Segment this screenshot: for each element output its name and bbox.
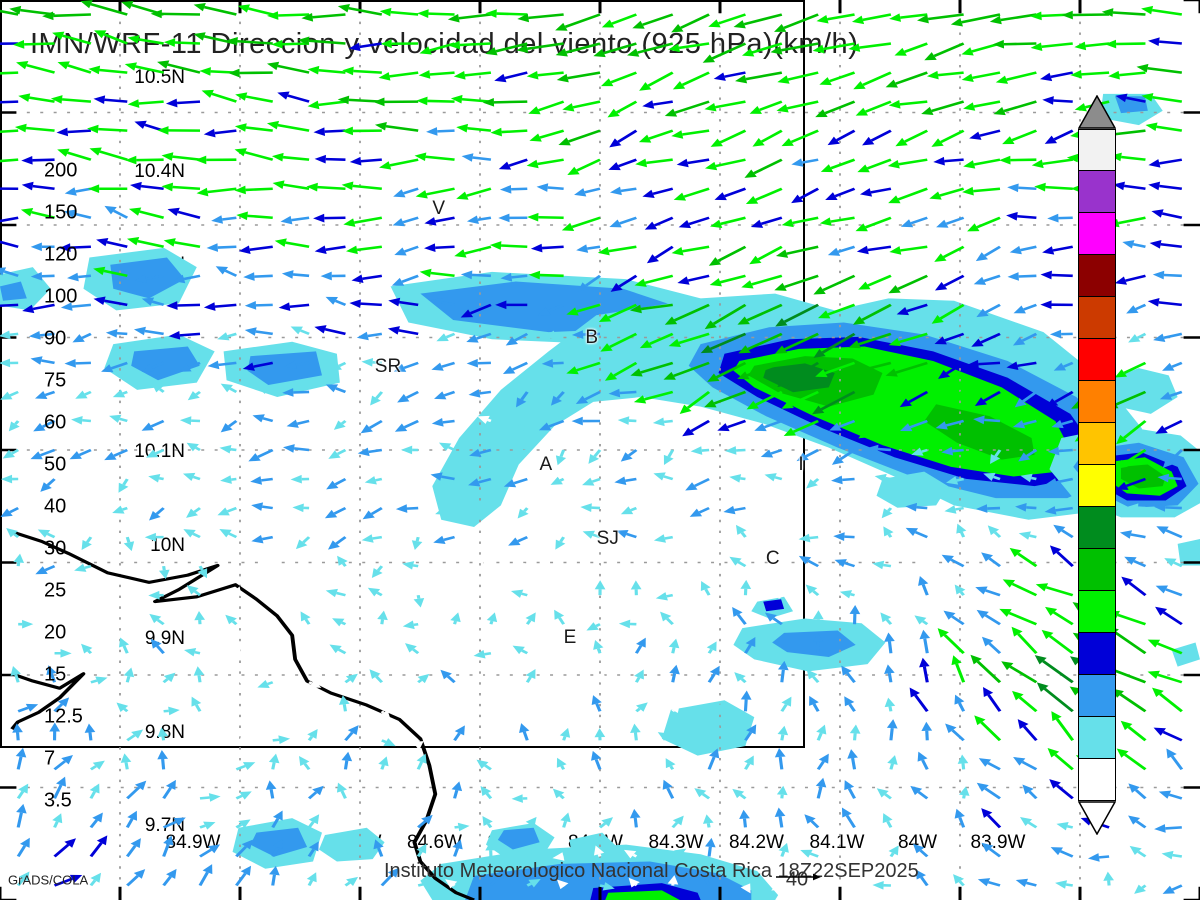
- y-axis-label: 10.4N: [134, 160, 185, 182]
- colorbar-band[interactable]: [1078, 297, 1116, 339]
- colorbar-tick-label: 12.5: [44, 705, 83, 728]
- colorbar-band[interactable]: [1078, 465, 1116, 507]
- colorbar-band[interactable]: [1078, 675, 1116, 717]
- colorbar-tick-label: 3.5: [44, 789, 72, 812]
- x-axis-label: 84.9W: [165, 832, 221, 853]
- colorbar-band[interactable]: [1078, 129, 1116, 171]
- colorbar-band[interactable]: [1078, 171, 1116, 213]
- colorbar-tick-label: 75: [44, 369, 67, 392]
- x-axis-label: 84.1W: [809, 832, 865, 853]
- grads-credit: GrADS/COLA: [8, 872, 89, 888]
- x-axis-label: 84.3W: [648, 832, 704, 853]
- colorbar-band[interactable]: [1078, 213, 1116, 255]
- colorbar-band[interactable]: [1078, 423, 1116, 465]
- colorbar-tick-label: 60: [44, 411, 67, 434]
- colorbar-tick-label: 90: [44, 327, 67, 350]
- x-axis-label: 84.2W: [729, 832, 784, 853]
- colorbar-tick-label: 120: [44, 243, 78, 266]
- colorbar-band[interactable]: [1078, 381, 1116, 423]
- colorbar-band[interactable]: [1078, 339, 1116, 381]
- reference-vector-label: 40: [785, 868, 809, 891]
- colorbar-tick-label: 150: [44, 201, 78, 224]
- y-axis-label: 10N: [150, 534, 185, 556]
- colorbar-tick-label: 25: [44, 579, 67, 602]
- colorbar-band[interactable]: [1078, 759, 1116, 801]
- colorbar-tick-label: 50: [44, 453, 67, 476]
- colorbar-band[interactable]: [1078, 717, 1116, 759]
- colorbar-band[interactable]: [1078, 549, 1116, 591]
- colorbar[interactable]: [1078, 129, 1116, 801]
- colorbar-band[interactable]: [1078, 507, 1116, 549]
- colorbar-tick-label: 40: [44, 495, 67, 518]
- y-axis-label: 10.5N: [134, 67, 185, 88]
- colorbar-band[interactable]: [1078, 633, 1116, 675]
- colorbar-band[interactable]: [1078, 591, 1116, 633]
- reference-vector-arrow: [776, 873, 821, 881]
- colorbar-tick-label: 100: [44, 285, 78, 308]
- x-axis-label: 84W: [897, 832, 938, 853]
- colorbar-tick-label: 200: [44, 159, 78, 182]
- colorbar-tick-label: 7: [44, 747, 56, 770]
- footer-institution: Instituto Meteorologico Nacional Costa R…: [384, 860, 919, 882]
- colorbar-tick-label: 15: [44, 663, 67, 686]
- colorbar-under-arrow: [1078, 801, 1116, 835]
- colorbar-band[interactable]: [1078, 255, 1116, 297]
- colorbar-tick-label: 20: [44, 621, 67, 644]
- colorbar-over-arrow: [1078, 95, 1116, 129]
- colorbar-tick-label: 30: [44, 537, 67, 560]
